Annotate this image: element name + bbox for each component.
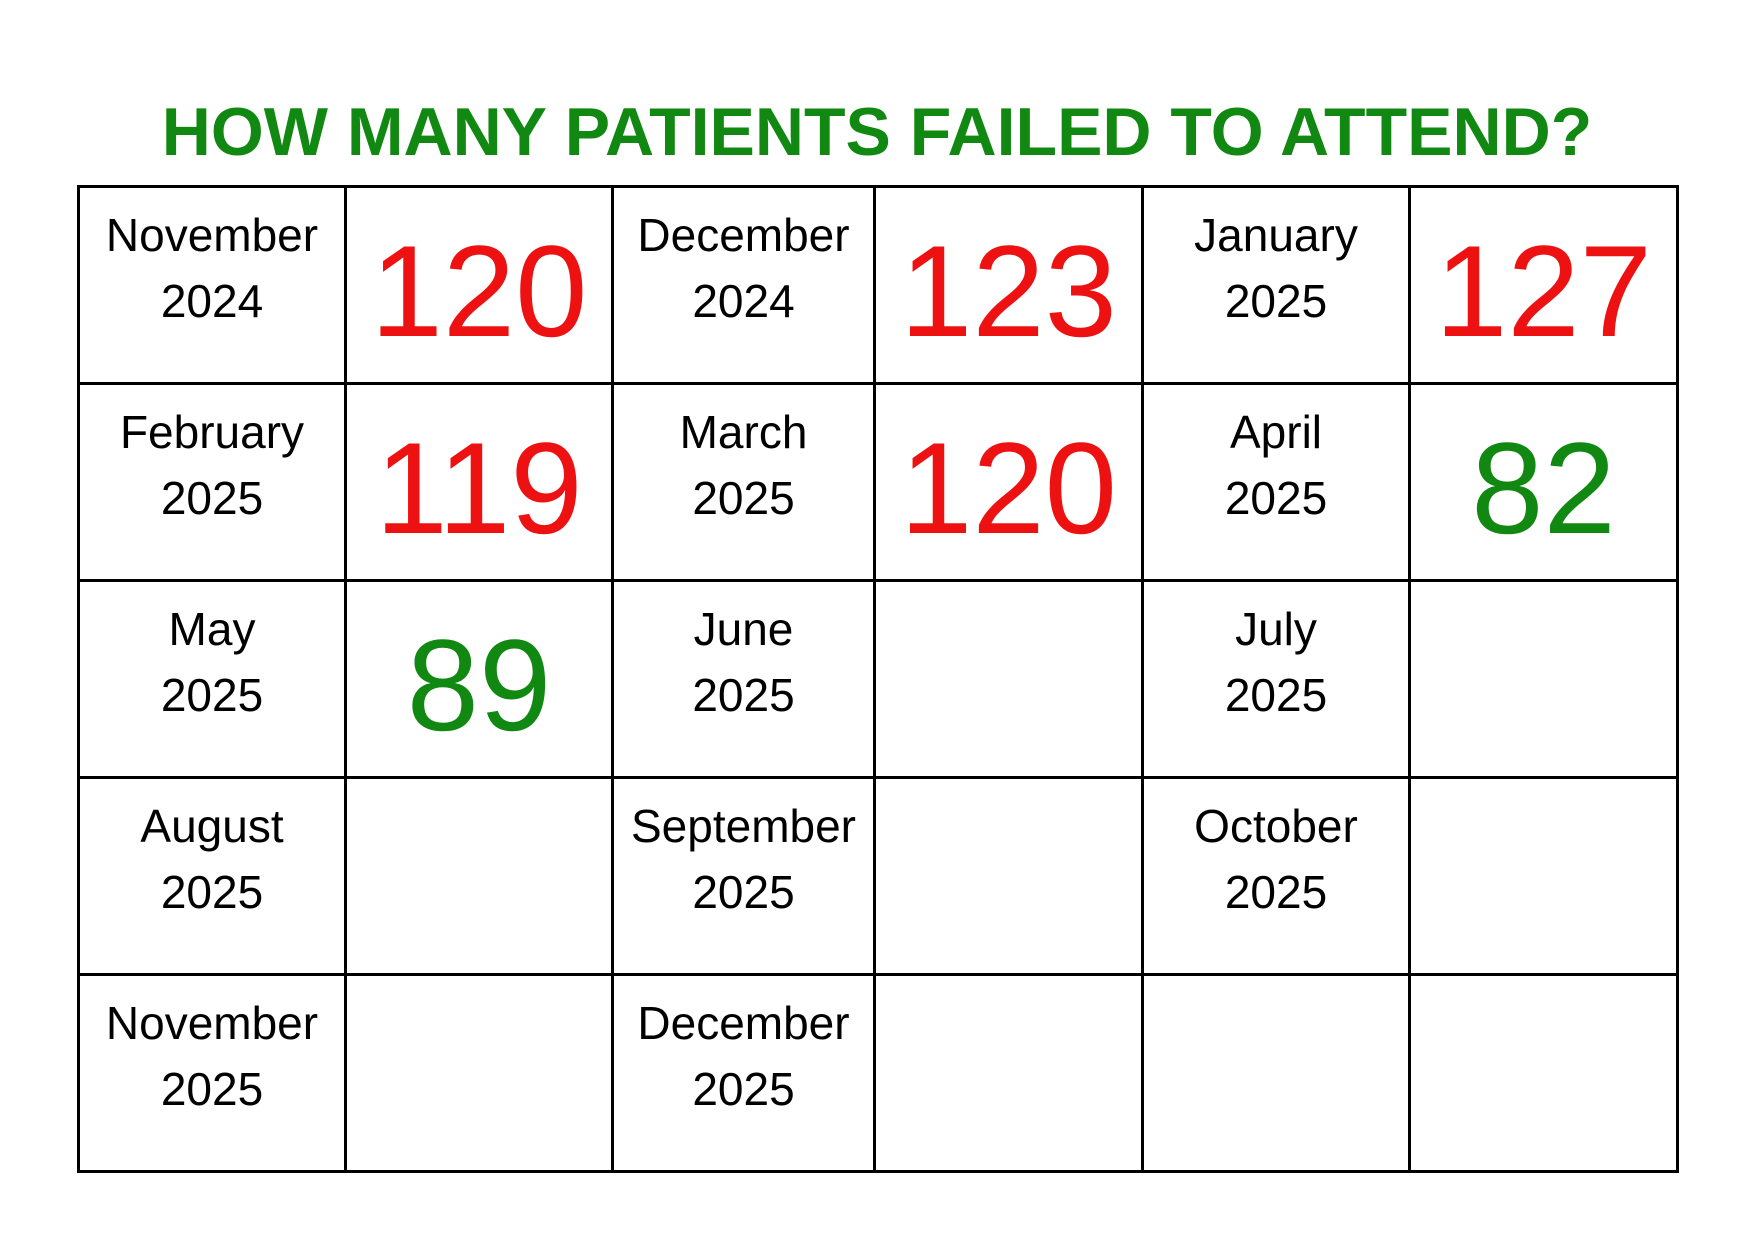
patient-count: 119 — [375, 415, 583, 561]
month-label-cell: October 2025 — [1141, 776, 1411, 976]
month-name: May — [168, 603, 256, 655]
value-cell: 120 — [344, 185, 614, 385]
month-name: December — [637, 209, 850, 261]
month-name: February — [119, 406, 305, 458]
month-name: October — [1194, 800, 1358, 852]
month-year: 2025 — [692, 669, 795, 721]
month-label-cell: July 2025 — [1141, 579, 1411, 779]
month-label-cell: November 2025 — [77, 973, 347, 1173]
month-label-cell: June 2025 — [611, 579, 876, 779]
month-name: November — [105, 209, 319, 261]
month-year: 2025 — [1224, 866, 1328, 918]
month-label-cell: April 2025 — [1141, 382, 1411, 582]
patient-count: 123 — [900, 218, 1117, 364]
month-year: 2025 — [692, 472, 795, 524]
month-year: 2025 — [160, 1063, 264, 1115]
month-name: July — [1235, 603, 1317, 655]
month-name: September — [630, 800, 856, 852]
value-cell — [1408, 579, 1679, 779]
page-title: HOW MANY PATIENTS FAILED TO ATTEND? — [161, 94, 1593, 170]
value-cell — [873, 973, 1144, 1173]
month-label-cell: March 2025 — [611, 382, 876, 582]
value-cell — [1408, 776, 1679, 976]
month-label-cell: August 2025 — [77, 776, 347, 976]
month-year: 2025 — [1224, 669, 1328, 721]
month-year: 2025 — [160, 669, 264, 721]
patient-count: 120 — [370, 218, 588, 364]
month-name: March — [679, 406, 808, 458]
month-year: 2025 — [1224, 472, 1328, 524]
month-year: 2025 — [160, 472, 264, 524]
month-label-cell: February 2025 — [77, 382, 347, 582]
month-name: August — [140, 800, 284, 852]
grid-row: May 2025 89 June 2025 July 2025 — [77, 579, 1679, 779]
value-cell: 120 — [873, 382, 1144, 582]
value-cell — [344, 973, 614, 1173]
grid-row: November 2024 120 December 2024 123 Janu… — [77, 185, 1679, 385]
value-cell — [873, 776, 1144, 976]
month-year: 2025 — [692, 866, 795, 918]
month-year: 2024 — [160, 275, 264, 327]
month-year: 2025 — [160, 866, 264, 918]
month-name: April — [1229, 406, 1323, 458]
grid-row: November 2025 December 2025 — [77, 973, 1679, 1173]
patient-count: 127 — [1435, 218, 1652, 364]
month-label-cell: September 2025 — [611, 776, 876, 976]
month-year: 2024 — [692, 275, 795, 327]
month-label-cell: December 2025 — [611, 973, 876, 1173]
month-year: 2025 — [1224, 275, 1328, 327]
value-cell — [344, 776, 614, 976]
value-cell: 82 — [1408, 382, 1679, 582]
month-label-cell: November 2024 — [77, 185, 347, 385]
value-cell: 119 — [344, 382, 614, 582]
patient-count: 120 — [900, 415, 1117, 561]
grid-row: August 2025 September 2025 October 2025 — [77, 776, 1679, 976]
grid-row: February 2025 119 March 2025 120 April 2… — [77, 382, 1679, 582]
month-label-cell: May 2025 — [77, 579, 347, 779]
month-year: 2025 — [692, 1063, 795, 1115]
value-cell: 89 — [344, 579, 614, 779]
value-cell — [1408, 973, 1679, 1173]
month-label-cell: December 2024 — [611, 185, 876, 385]
month-name: November — [105, 997, 319, 1049]
month-label-cell: January 2025 — [1141, 185, 1411, 385]
month-label-cell — [1141, 973, 1411, 1173]
value-cell: 123 — [873, 185, 1144, 385]
attendance-grid: November 2024 120 December 2024 123 Janu… — [77, 185, 1679, 1173]
value-cell: 127 — [1408, 185, 1679, 385]
patient-count: 82 — [1471, 415, 1616, 561]
month-name: January — [1194, 209, 1358, 261]
value-cell — [873, 579, 1144, 779]
month-name: June — [693, 603, 794, 655]
patient-count: 89 — [406, 612, 552, 758]
month-name: December — [637, 997, 850, 1049]
